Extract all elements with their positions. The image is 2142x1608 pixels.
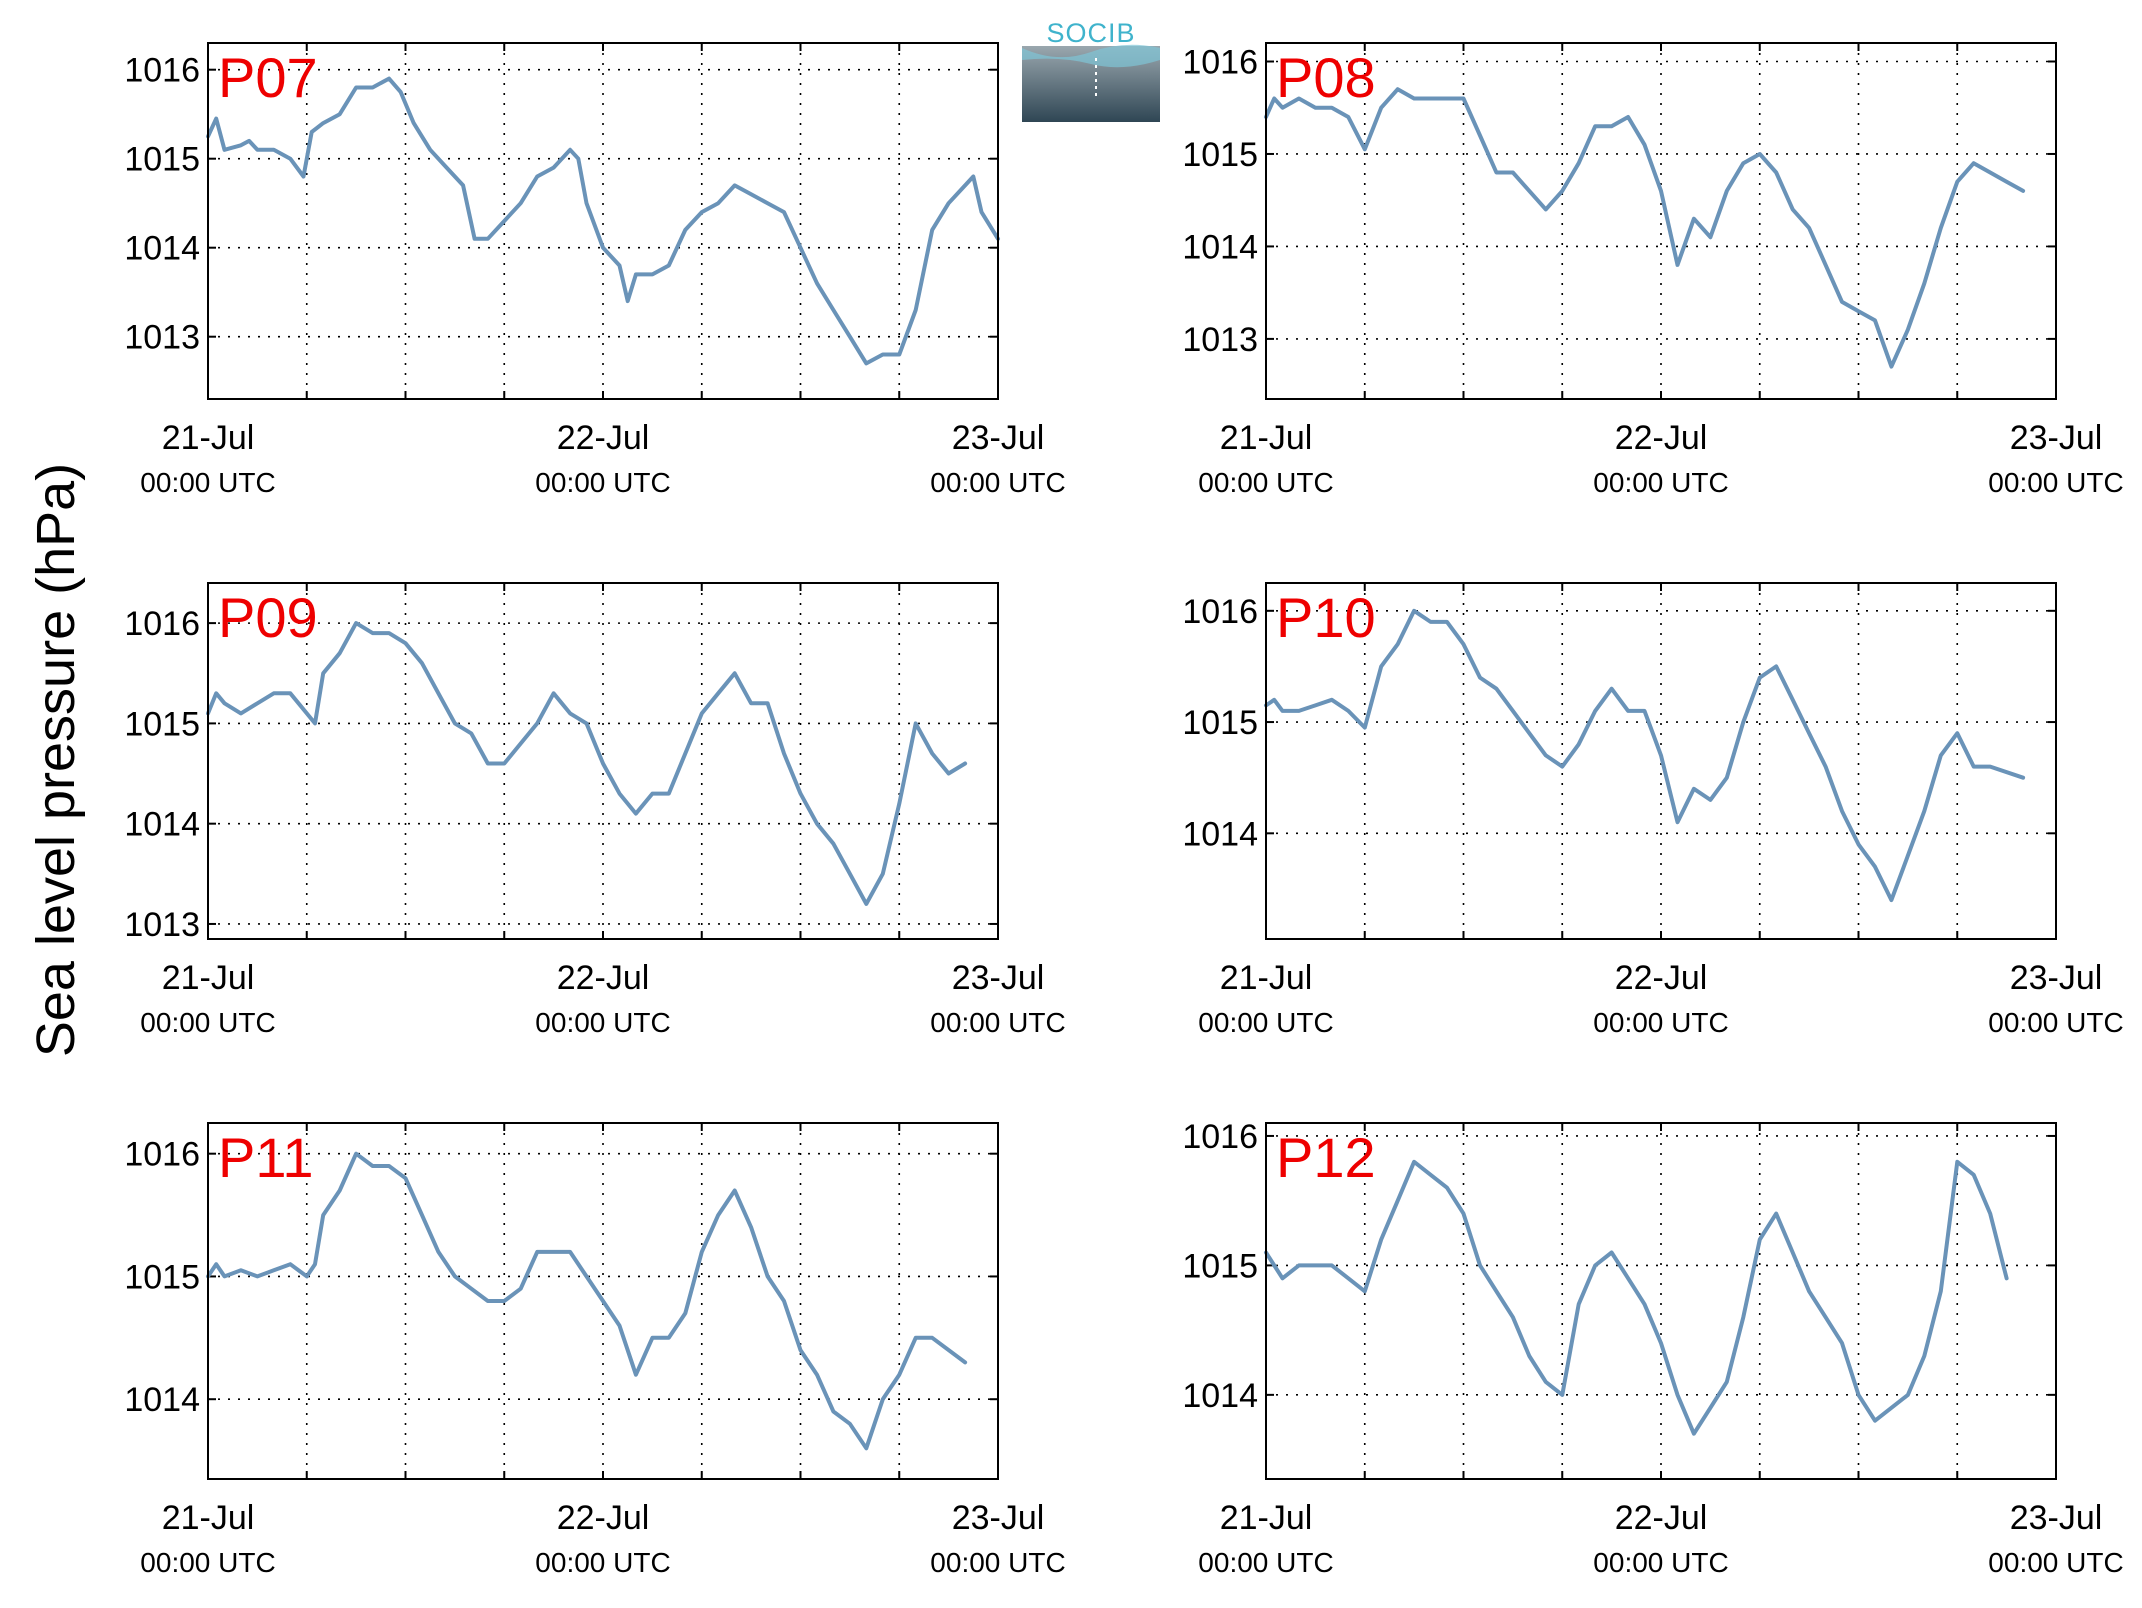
x-tick-label-time: 00:00 UTC [1988,467,2123,498]
x-tick-label-date: 22-Jul [557,419,650,457]
panel-p12: 1014 1015 1016 P12 21-Jul 00:00 UTC 22-Jul 00:0… [1182,1118,2123,1578]
x-tick-label-time: 00:00 UTC [140,467,275,498]
x-tick-label-time: 00:00 UTC [1198,1007,1333,1038]
y-tick-label: 1014 [1182,815,1258,853]
x-tick-label-time: 00:00 UTC [535,1007,670,1038]
y-tick-label: 1015 [1182,704,1258,742]
y-tick-label: 1015 [124,141,200,179]
y-tick-label: 1016 [124,605,200,643]
series-line [206,621,968,906]
y-tick-label: 1016 [1182,43,1258,81]
x-tick-label-time: 00:00 UTC [535,467,670,498]
y-tick-label: 1015 [124,1258,200,1296]
x-tick-label-date: 21-Jul [1220,419,1313,457]
y-tick-label: 1016 [1182,593,1258,631]
panel-p10: 1014 1015 1016 P10 21-Jul 00:00 UTC 22-Jul 00:0… [1182,582,2124,1038]
panel-p11: 1014 1015 1016 P11 21-Jul 00:00 UTC 22-Jul 00:0… [124,1122,1066,1578]
y-tick-label: 1013 [124,906,200,944]
logo-text: SOCIB [1046,18,1135,48]
x-tick-label-time: 00:00 UTC [140,1547,275,1578]
y-tick-label: 1014 [1182,228,1258,266]
y-tick-label: 1015 [1182,1247,1258,1285]
station-label: P07 [218,46,318,109]
x-tick-label-time: 00:00 UTC [140,1007,275,1038]
x-tick-label-date: 23-Jul [2010,419,2103,457]
x-tick-label-date: 21-Jul [162,959,255,997]
station-label: P10 [1276,586,1376,649]
x-tick-label-date: 21-Jul [1220,959,1313,997]
x-tick-label-date: 21-Jul [162,419,255,457]
y-tick-label: 1015 [124,705,200,743]
series-line [1264,1159,2009,1436]
y-tick-label: 1014 [124,230,200,268]
socib-logo: SOCIB [1022,18,1160,122]
x-tick-label-time: 00:00 UTC [1988,1547,2123,1578]
panel-p08: 1013 1014 1015 1016 P08 21-Jul 00:00 UTC 22-Jul… [1182,42,2124,498]
x-tick-label-date: 23-Jul [952,419,1045,457]
y-tick-label: 1015 [1182,136,1258,174]
x-tick-label-date: 22-Jul [557,959,650,997]
plot-frame [1265,1122,2057,1480]
y-tick-label: 1016 [1182,1118,1258,1156]
x-tick-label-date: 23-Jul [2010,1499,2103,1537]
plot-frame [1265,42,2057,400]
x-tick-label-date: 23-Jul [952,959,1045,997]
panel-p07: 1013 1014 1015 1016 P07 21-Jul 00:00 UTC 22-Jul… [124,42,1066,498]
x-tick-label-time: 00:00 UTC [1198,467,1333,498]
plot-frame [207,1122,999,1480]
x-tick-label-time: 00:00 UTC [930,467,1065,498]
y-tick-label: 1013 [1182,321,1258,359]
x-tick-label-date: 22-Jul [1615,959,1708,997]
panel-p09: 1013 1014 1015 1016 P09 21-Jul 00:00 UTC 22-Jul… [124,582,1066,1038]
station-label: P12 [1276,1126,1376,1189]
station-label: P11 [218,1126,313,1189]
y-tick-label: 1014 [124,806,200,844]
y-tick-label: 1016 [124,52,200,90]
x-tick-label-date: 22-Jul [1615,1499,1708,1537]
station-label: P09 [218,586,318,649]
x-tick-label-time: 00:00 UTC [930,1547,1065,1578]
x-tick-label-date: 22-Jul [1615,419,1708,457]
x-tick-label-date: 21-Jul [162,1499,255,1537]
series-line [1264,87,2026,369]
y-tick-label: 1014 [124,1381,200,1419]
x-tick-label-time: 00:00 UTC [1593,467,1728,498]
series-line [206,1151,968,1451]
y-tick-label: 1016 [124,1136,200,1174]
plot-frame [1265,582,2057,940]
y-tick-label: 1014 [1182,1377,1258,1415]
x-tick-label-time: 00:00 UTC [1988,1007,2123,1038]
x-tick-label-date: 23-Jul [952,1499,1045,1537]
x-tick-label-time: 00:00 UTC [1593,1007,1728,1038]
x-tick-label-time: 00:00 UTC [535,1547,670,1578]
plot-frame [207,582,999,940]
x-tick-label-time: 00:00 UTC [930,1007,1065,1038]
y-tick-label: 1013 [124,319,200,357]
series-line [1264,608,2026,903]
plot-frame [207,42,999,400]
series-line [206,76,1000,366]
x-tick-label-date: 22-Jul [557,1499,650,1537]
x-tick-label-time: 00:00 UTC [1593,1547,1728,1578]
x-tick-label-date: 23-Jul [2010,959,2103,997]
x-tick-label-time: 00:00 UTC [1198,1547,1333,1578]
x-tick-label-date: 21-Jul [1220,1499,1313,1537]
station-label: P08 [1276,46,1376,109]
